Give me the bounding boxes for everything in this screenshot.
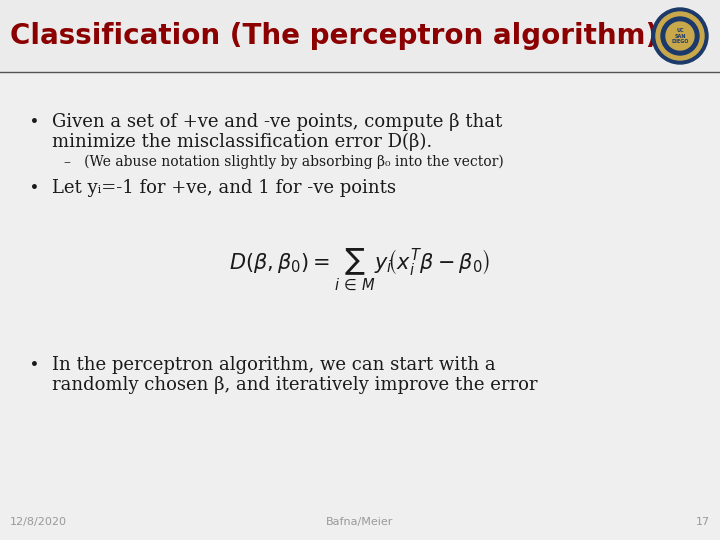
Text: 17: 17 <box>696 517 710 527</box>
Text: •: • <box>30 358 39 372</box>
Text: Classification (The perceptron algorithm): Classification (The perceptron algorithm… <box>10 22 658 50</box>
Circle shape <box>661 17 699 55</box>
Circle shape <box>656 12 704 60</box>
Text: 12/8/2020: 12/8/2020 <box>10 517 67 527</box>
Text: •: • <box>30 181 39 195</box>
Circle shape <box>652 8 708 64</box>
Text: Bafna/Meier: Bafna/Meier <box>326 517 394 527</box>
Text: In the perceptron algorithm, we can start with a: In the perceptron algorithm, we can star… <box>52 356 495 374</box>
Text: randomly chosen β, and iteratively improve the error: randomly chosen β, and iteratively impro… <box>52 376 538 394</box>
Circle shape <box>666 22 694 50</box>
Text: UC
SAN
DIEGO: UC SAN DIEGO <box>671 28 689 44</box>
Text: –   (We abuse notation slightly by absorbing β₀ into the vector): – (We abuse notation slightly by absorbi… <box>64 155 504 169</box>
Bar <box>0 0 720 72</box>
Text: Let yᵢ=-1 for +ve, and 1 for -ve points: Let yᵢ=-1 for +ve, and 1 for -ve points <box>52 179 396 197</box>
Text: $D(\beta,\beta_0) = \sum_{i\,\in\,M} y_i\!\left(x_i^T\beta - \beta_0\right)$: $D(\beta,\beta_0) = \sum_{i\,\in\,M} y_i… <box>229 247 491 293</box>
Text: Given a set of +ve and -ve points, compute β that: Given a set of +ve and -ve points, compu… <box>52 113 503 131</box>
Text: minimize the misclassification error D(β).: minimize the misclassification error D(β… <box>52 133 432 151</box>
Text: •: • <box>30 115 39 129</box>
